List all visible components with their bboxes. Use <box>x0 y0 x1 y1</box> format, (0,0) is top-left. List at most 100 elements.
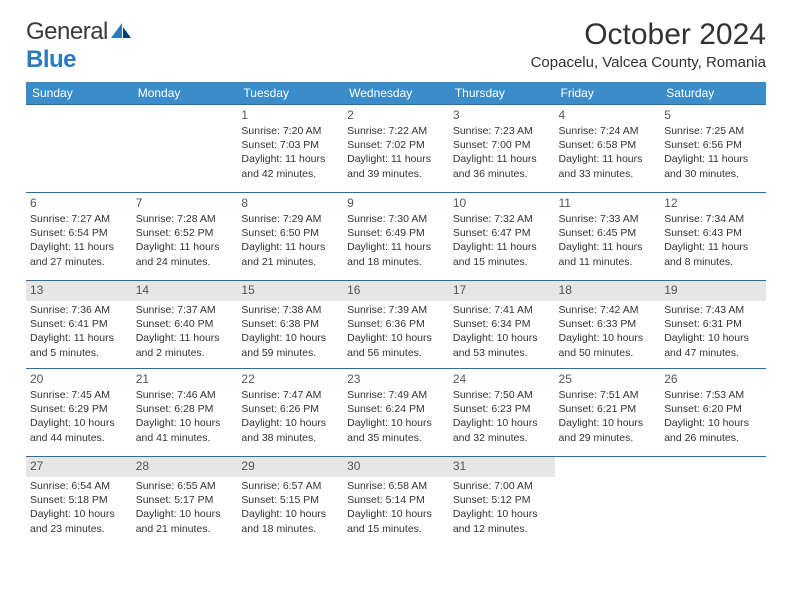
day-info: Sunrise: 7:20 AMSunset: 7:03 PMDaylight:… <box>241 124 339 181</box>
day-number: 31 <box>453 459 551 473</box>
day-number: 19 <box>664 283 762 297</box>
calendar-day-cell: 15Sunrise: 7:38 AMSunset: 6:38 PMDayligh… <box>237 281 343 369</box>
calendar-day-cell: 21 Sunrise: 7:46 AMSunset: 6:28 PMDayligh… <box>132 369 238 457</box>
day-number: 1 <box>241 108 339 122</box>
day-info: Sunrise: 7:46 AMSunset: 6:28 PMDaylight:… <box>136 388 234 445</box>
page-title: October 2024 <box>531 18 766 52</box>
calendar-week-row: 27 Sunrise: 6:54 AMSunset: 5:18 PMDayligh… <box>26 457 766 545</box>
day-number: 4 <box>559 108 657 122</box>
day-info: Sunrise: 6:55 AMSunset: 5:17 PMDaylight:… <box>136 479 234 536</box>
day-number: 11 <box>559 196 657 210</box>
calendar-day-cell: 20 Sunrise: 7:45 AMSunset: 6:29 PMDayligh… <box>26 369 132 457</box>
calendar-day-cell: 23Sunrise: 7:49 AMSunset: 6:24 PMDayligh… <box>343 369 449 457</box>
calendar-week-row: 13 Sunrise: 7:36 AMSunset: 6:41 PMDayligh… <box>26 281 766 369</box>
calendar-day-cell: 31 Sunrise: 7:00 AMSunset: 5:12 PMDayligh… <box>449 457 555 545</box>
day-number: 6 <box>30 196 128 210</box>
calendar-day-cell: 28Sunrise: 6:55 AMSunset: 5:17 PMDayligh… <box>132 457 238 545</box>
day-info: Sunrise: 7:24 AMSunset: 6:58 PMDaylight:… <box>559 124 657 181</box>
calendar-day-cell: 19 Sunrise: 7:43 AMSunset: 6:31 PMDayligh… <box>660 281 766 369</box>
day-info: Sunrise: 7:32 AMSunset: 6:47 PMDaylight:… <box>453 212 551 269</box>
day-number: 2 <box>347 108 445 122</box>
calendar-day-cell: 6Sunrise: 7:27 AMSunset: 6:54 PMDaylight… <box>26 193 132 281</box>
day-info: Sunrise: 7:50 AMSunset: 6:23 PMDaylight:… <box>453 388 551 445</box>
day-info: Sunrise: 7:29 AMSunset: 6:50 PMDaylight:… <box>241 212 339 269</box>
calendar-day-cell: 27 Sunrise: 6:54 AMSunset: 5:18 PMDayligh… <box>26 457 132 545</box>
weekday-header: Sunday <box>26 82 132 105</box>
calendar-day-cell: 30Sunrise: 6:58 AMSunset: 5:14 PMDayligh… <box>343 457 449 545</box>
day-info: Sunrise: 7:00 AMSunset: 5:12 PMDaylight:… <box>453 479 551 536</box>
day-info: Sunrise: 7:30 AMSunset: 6:49 PMDaylight:… <box>347 212 445 269</box>
weekday-header-row: Sunday Monday Tuesday Wednesday Thursday… <box>26 82 766 105</box>
header: GeneralBlue October 2024 Copacelu, Valce… <box>26 18 766 74</box>
calendar-day-cell: 5 Sunrise: 7:25 AMSunset: 6:56 PMDaylight… <box>660 105 766 193</box>
location-label: Copacelu, Valcea County, Romania <box>531 54 766 71</box>
day-info: Sunrise: 6:57 AMSunset: 5:15 PMDaylight:… <box>241 479 339 536</box>
day-info: Sunrise: 7:51 AMSunset: 6:21 PMDaylight:… <box>559 388 657 445</box>
day-info: Sunrise: 7:53 AMSunset: 6:20 PMDaylight:… <box>664 388 762 445</box>
day-number: 13 <box>30 283 128 297</box>
calendar-day-cell: 22 Sunrise: 7:47 AMSunset: 6:26 PMDayligh… <box>237 369 343 457</box>
calendar-week-row: 20 Sunrise: 7:45 AMSunset: 6:29 PMDayligh… <box>26 369 766 457</box>
logo-sail-icon <box>110 21 132 39</box>
calendar-day-cell: 18Sunrise: 7:42 AMSunset: 6:33 PMDayligh… <box>555 281 661 369</box>
logo-part1: General <box>26 18 108 45</box>
calendar-day-cell: 3 Sunrise: 7:23 AMSunset: 7:00 PMDaylight… <box>449 105 555 193</box>
calendar-day-cell: 8Sunrise: 7:29 AMSunset: 6:50 PMDaylight… <box>237 193 343 281</box>
day-info: Sunrise: 7:45 AMSunset: 6:29 PMDaylight:… <box>30 388 128 445</box>
day-info: Sunrise: 7:41 AMSunset: 6:34 PMDaylight:… <box>453 303 551 360</box>
day-number: 17 <box>453 283 551 297</box>
calendar-day-cell: 12Sunrise: 7:34 AMSunset: 6:43 PMDayligh… <box>660 193 766 281</box>
day-number: 5 <box>664 108 762 122</box>
day-info: Sunrise: 7:22 AMSunset: 7:02 PMDaylight:… <box>347 124 445 181</box>
weekday-header: Friday <box>555 82 661 105</box>
day-info: Sunrise: 7:36 AMSunset: 6:41 PMDaylight:… <box>30 303 128 360</box>
day-info: Sunrise: 7:23 AMSunset: 7:00 PMDaylight:… <box>453 124 551 181</box>
calendar-day-cell: 24 Sunrise: 7:50 AMSunset: 6:23 PMDayligh… <box>449 369 555 457</box>
calendar-day-cell: 25Sunrise: 7:51 AMSunset: 6:21 PMDayligh… <box>555 369 661 457</box>
calendar-day-cell <box>132 105 238 193</box>
calendar-day-cell: 11Sunrise: 7:33 AMSunset: 6:45 PMDayligh… <box>555 193 661 281</box>
calendar-day-cell <box>555 457 661 545</box>
calendar-week-row: 6Sunrise: 7:27 AMSunset: 6:54 PMDaylight… <box>26 193 766 281</box>
calendar-day-cell: 1 Sunrise: 7:20 AMSunset: 7:03 PMDaylight… <box>237 105 343 193</box>
calendar-week-row: 1 Sunrise: 7:20 AMSunset: 7:03 PMDaylight… <box>26 105 766 193</box>
day-number: 23 <box>347 372 445 386</box>
day-number: 26 <box>664 372 762 386</box>
calendar-table: Sunday Monday Tuesday Wednesday Thursday… <box>26 82 766 545</box>
day-info: Sunrise: 6:54 AMSunset: 5:18 PMDaylight:… <box>30 479 128 536</box>
day-info: Sunrise: 7:43 AMSunset: 6:31 PMDaylight:… <box>664 303 762 360</box>
weekday-header: Tuesday <box>237 82 343 105</box>
calendar-day-cell <box>26 105 132 193</box>
day-info: Sunrise: 7:39 AMSunset: 6:36 PMDaylight:… <box>347 303 445 360</box>
calendar-day-cell: 29Sunrise: 6:57 AMSunset: 5:15 PMDayligh… <box>237 457 343 545</box>
day-number: 12 <box>664 196 762 210</box>
day-number: 21 <box>136 372 234 386</box>
day-number: 9 <box>347 196 445 210</box>
logo-text: GeneralBlue <box>26 18 132 74</box>
day-number: 7 <box>136 196 234 210</box>
day-info: Sunrise: 7:25 AMSunset: 6:56 PMDaylight:… <box>664 124 762 181</box>
calendar-day-cell: 4 Sunrise: 7:24 AMSunset: 6:58 PMDaylight… <box>555 105 661 193</box>
day-number: 27 <box>30 459 128 473</box>
day-number: 18 <box>559 283 657 297</box>
calendar-day-cell: 14 Sunrise: 7:37 AMSunset: 6:40 PMDayligh… <box>132 281 238 369</box>
day-number: 20 <box>30 372 128 386</box>
calendar-day-cell: 9 Sunrise: 7:30 AMSunset: 6:49 PMDaylight… <box>343 193 449 281</box>
calendar-day-cell: 7Sunrise: 7:28 AMSunset: 6:52 PMDaylight… <box>132 193 238 281</box>
day-number: 14 <box>136 283 234 297</box>
weekday-header: Monday <box>132 82 238 105</box>
day-number: 24 <box>453 372 551 386</box>
title-block: October 2024 Copacelu, Valcea County, Ro… <box>531 18 766 71</box>
logo-part2: Blue <box>26 46 76 73</box>
calendar-day-cell: 16Sunrise: 7:39 AMSunset: 6:36 PMDayligh… <box>343 281 449 369</box>
weekday-header: Saturday <box>660 82 766 105</box>
day-info: Sunrise: 7:37 AMSunset: 6:40 PMDaylight:… <box>136 303 234 360</box>
calendar-day-cell: 13 Sunrise: 7:36 AMSunset: 6:41 PMDayligh… <box>26 281 132 369</box>
day-number: 10 <box>453 196 551 210</box>
calendar-day-cell: 10 Sunrise: 7:32 AMSunset: 6:47 PMDayligh… <box>449 193 555 281</box>
day-number: 3 <box>453 108 551 122</box>
day-number: 22 <box>241 372 339 386</box>
day-info: Sunrise: 7:38 AMSunset: 6:38 PMDaylight:… <box>241 303 339 360</box>
day-info: Sunrise: 6:58 AMSunset: 5:14 PMDaylight:… <box>347 479 445 536</box>
day-info: Sunrise: 7:47 AMSunset: 6:26 PMDaylight:… <box>241 388 339 445</box>
